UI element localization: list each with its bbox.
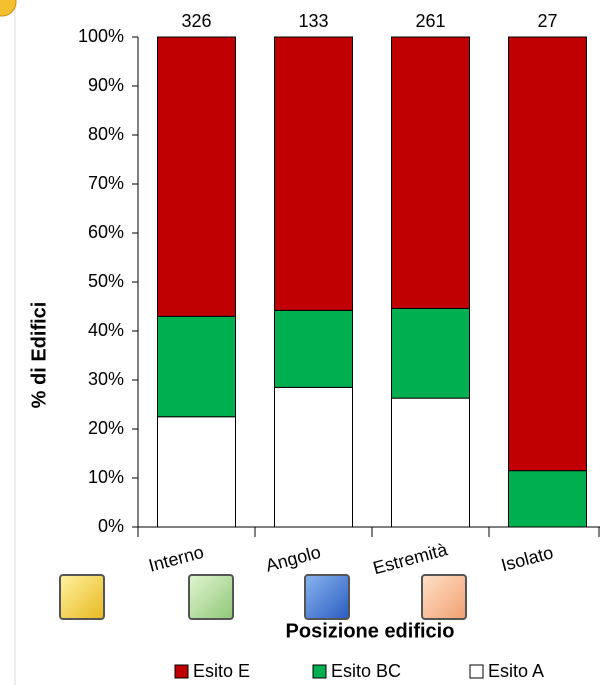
bar-segment	[391, 36, 470, 309]
bar-segment	[391, 307, 470, 399]
y-tick-label: 100%	[78, 26, 124, 46]
x-tick-label: Isolato	[499, 542, 555, 575]
icon-button[interactable]	[421, 574, 467, 620]
bar-segment	[391, 397, 470, 528]
y-tick-label: 20%	[88, 418, 124, 438]
y-tick-label: 40%	[88, 320, 124, 340]
total-label: 261	[415, 11, 445, 31]
corner-icon	[0, 0, 17, 17]
legend-swatch	[469, 664, 484, 679]
y-tick-label: 90%	[88, 75, 124, 95]
bar-segment	[157, 416, 236, 528]
bar-segment	[157, 315, 236, 418]
icon-button[interactable]	[59, 574, 105, 620]
legend-label: Esito E	[193, 661, 250, 681]
x-tick-label: Angolo	[264, 542, 323, 576]
y-tick-label: 80%	[88, 124, 124, 144]
total-label: 326	[181, 11, 211, 31]
y-tick-label: 60%	[88, 222, 124, 242]
x-axis-title: Posizione edificio	[286, 620, 455, 642]
y-axis-title: % di Edifici	[28, 302, 50, 409]
x-tick-label: Interno	[147, 542, 206, 576]
y-tick-label: 70%	[88, 173, 124, 193]
total-label: 133	[298, 11, 328, 31]
bar-segment	[508, 36, 587, 472]
icon-button[interactable]	[188, 574, 234, 620]
bar-segment	[157, 36, 236, 317]
y-tick-label: 30%	[88, 369, 124, 389]
y-tick-label: 10%	[88, 467, 124, 487]
total-label: 27	[537, 11, 557, 31]
legend-label: Esito A	[488, 661, 544, 681]
legend-swatch	[174, 664, 189, 679]
icon-button[interactable]	[304, 574, 350, 620]
legend-label: Esito BC	[331, 661, 401, 681]
bar-segment	[274, 386, 353, 528]
bar-segment	[274, 36, 353, 311]
x-tick-label: Estremità	[371, 539, 451, 578]
bar-segment	[508, 470, 587, 528]
bar-segment	[274, 309, 353, 388]
legend-swatch	[312, 664, 327, 679]
y-tick-label: 0%	[98, 516, 124, 536]
y-tick-label: 50%	[88, 271, 124, 291]
